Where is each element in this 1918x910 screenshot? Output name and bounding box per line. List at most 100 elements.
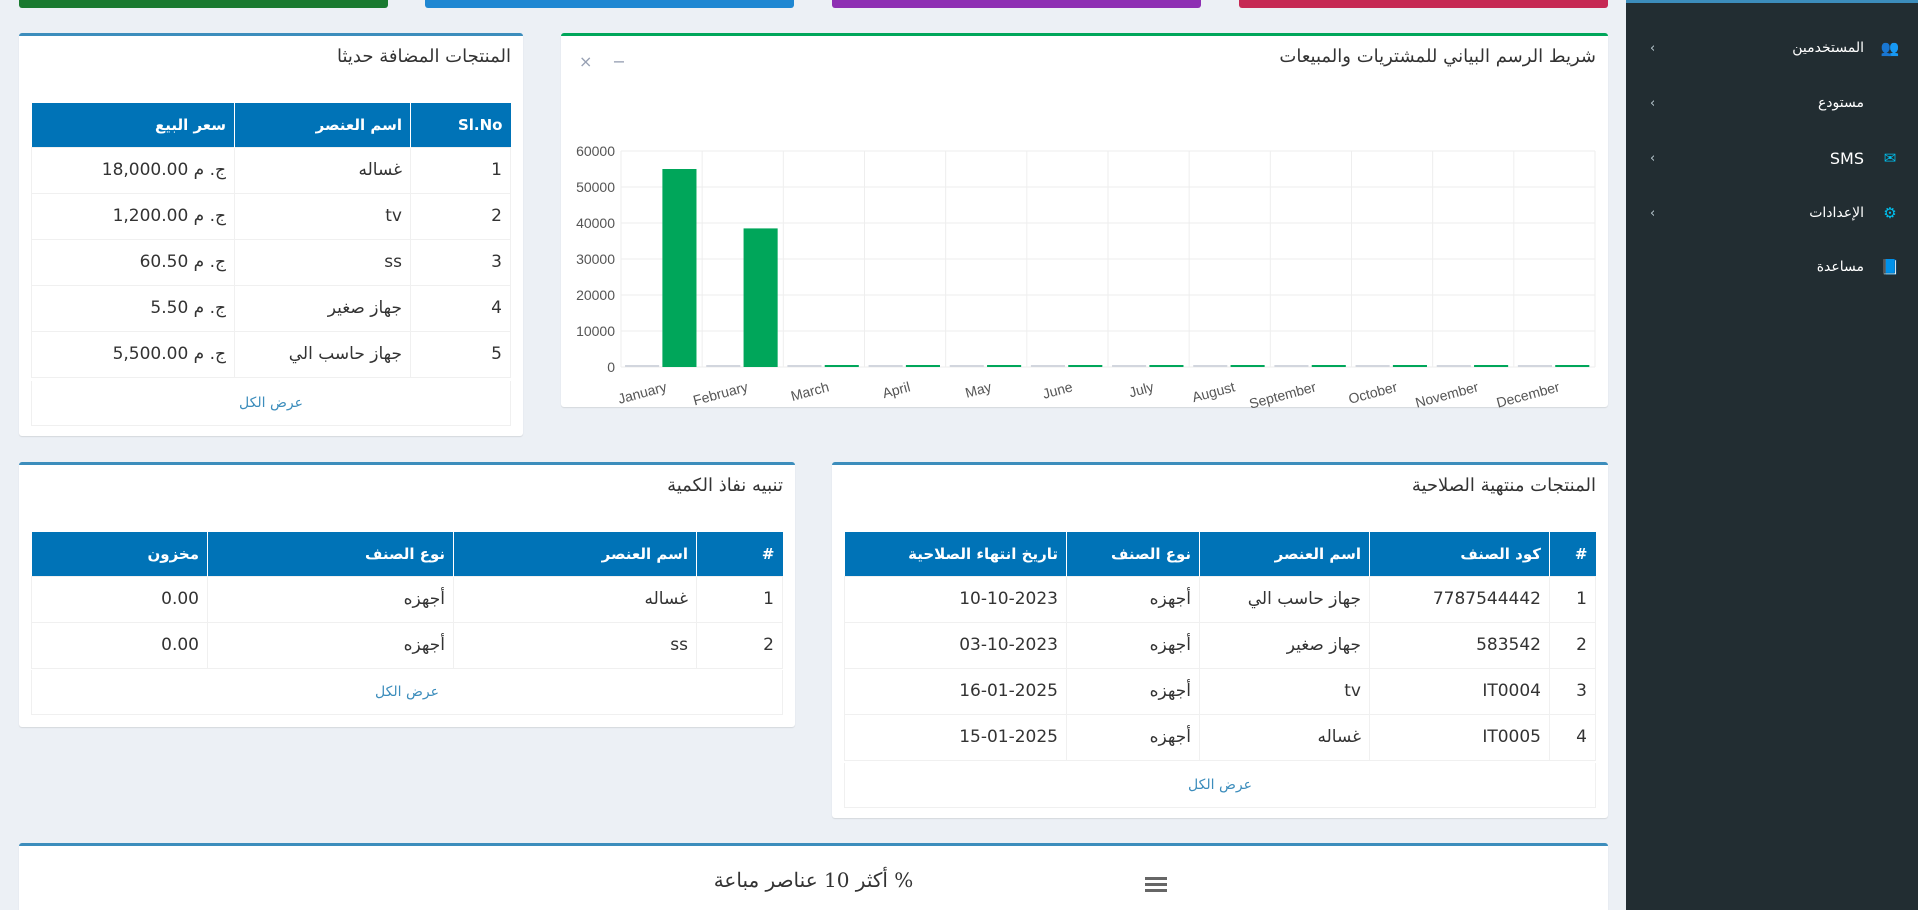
sidebar: 👥 المستخدمين ‹ مستودع ‹ ✉ SMS ‹ ⚙ الإعدا… — [1626, 0, 1918, 910]
table-cell: أجهزه — [1066, 621, 1200, 669]
table-cell: 2 — [1549, 621, 1596, 669]
table-row: 2 583542 جهاز صغير أجهزه 03-10-2023 — [844, 621, 1596, 669]
recent-products-table: Sl.No اسم العنصر سعر البيع 1 غساله ج. م 18… — [31, 103, 511, 378]
bar-november-series-1 — [1474, 365, 1509, 367]
table-row: 3 ss ج. م 60.50 — [31, 238, 511, 286]
table-cell: جهاز صغير — [234, 284, 411, 332]
chart-box-title: شريط الرسم البياني للمشتريات والمبيعات — [1279, 46, 1596, 67]
sidebar-item-settings[interactable]: ⚙ الإعدادات ‹ — [1650, 191, 1900, 235]
view-all-label[interactable]: عرض الكل — [1188, 777, 1252, 793]
table-cell: 1 — [410, 146, 511, 194]
table-cell: 4 — [410, 284, 511, 332]
table-cell: جهاز صغير — [1199, 621, 1370, 669]
table-cell: 16-01-2025 — [844, 667, 1067, 715]
bar-january-series-0 — [625, 365, 660, 367]
stock-alert-box: تنبيه نفاذ الكمية # اسم العنصر نوع الصنف… — [19, 462, 795, 727]
users-icon: 👥 — [1880, 39, 1900, 57]
chevron-left-icon: ‹ — [1650, 205, 1656, 221]
stock-alert-title: تنبيه نفاذ الكمية — [667, 475, 783, 496]
top-items-box: % أكثر 10 عناصر مباعة — [19, 843, 1608, 910]
bar-may-series-1 — [987, 365, 1022, 367]
y-tick-label: 0 — [607, 359, 615, 375]
col-header: اسم العنصر — [453, 532, 697, 576]
stat-bar-red — [1239, 0, 1608, 8]
table-cell: ج. م 60.50 — [31, 238, 235, 286]
x-tick-label: April — [881, 378, 912, 401]
sidebar-item-sms[interactable]: ✉ SMS ‹ — [1650, 136, 1900, 180]
table-cell: 0.00 — [31, 621, 208, 669]
col-header: اسم العنصر — [1199, 532, 1370, 576]
table-row: 1 غساله أجهزه 0.00 — [31, 575, 783, 623]
col-header: تاريخ انتهاء الصلاحية — [844, 532, 1067, 576]
bar-september-series-0 — [1274, 365, 1309, 367]
view-all-label[interactable]: عرض الكل — [239, 395, 303, 411]
col-header: نوع الصنف — [1066, 532, 1200, 576]
table-row: 2 ss أجهزه 0.00 — [31, 621, 783, 669]
table-cell: 583542 — [1369, 621, 1550, 669]
table-cell: أجهزه — [207, 575, 454, 623]
x-tick-label: November — [1413, 378, 1480, 410]
stock-view-all-link[interactable]: عرض الكل — [31, 670, 783, 715]
bar-september-series-1 — [1311, 365, 1346, 367]
table-header-row: Sl.No اسم العنصر سعر البيع — [31, 103, 511, 147]
sidebar-item-label: المستخدمين — [1792, 40, 1864, 56]
bar-february-series-0 — [706, 365, 741, 367]
col-header: سعر البيع — [31, 103, 235, 147]
x-tick-label: May — [963, 378, 993, 400]
expired-products-title: المنتجات منتهية الصلاحية — [1411, 475, 1596, 496]
bar-october-series-0 — [1355, 365, 1390, 367]
bar-march-series-1 — [824, 365, 859, 367]
stock-alert-table: # اسم العنصر نوع الصنف مخزون 1 غساله أجهزه… — [31, 532, 783, 669]
bar-july-series-0 — [1112, 365, 1147, 367]
table-cell: 4 — [1549, 713, 1596, 761]
chart-menu-icon[interactable] — [1145, 877, 1167, 895]
minimize-icon[interactable]: − — [612, 52, 626, 71]
col-header: كود الصنف — [1369, 532, 1550, 576]
book-icon: 📘 — [1880, 258, 1900, 276]
y-tick-label: 40000 — [576, 215, 615, 231]
bar-july-series-1 — [1149, 365, 1184, 367]
expired-view-all-link[interactable]: عرض الكل — [844, 763, 1596, 808]
x-tick-label: August — [1190, 378, 1236, 405]
box-tools: × − — [579, 52, 626, 71]
x-tick-label: December — [1495, 378, 1562, 410]
table-cell: 15-01-2025 — [844, 713, 1067, 761]
bar-january-series-1 — [662, 169, 697, 367]
bar-october-series-1 — [1392, 365, 1427, 367]
expired-products-table: # كود الصنف اسم العنصر نوع الصنف تاريخ ا… — [844, 532, 1596, 761]
recent-view-all-link[interactable]: عرض الكل — [31, 381, 511, 426]
bar-november-series-0 — [1436, 365, 1471, 367]
table-cell: 2 — [696, 621, 783, 669]
stat-bar-blue — [425, 0, 794, 8]
x-tick-label: June — [1041, 378, 1075, 401]
col-header: مخزون — [31, 532, 208, 576]
table-cell: 3 — [410, 238, 511, 286]
table-cell: ج. م 5.50 — [31, 284, 235, 332]
x-tick-label: January — [616, 378, 668, 406]
bar-june-series-0 — [1030, 365, 1065, 367]
table-cell: tv — [234, 192, 411, 240]
bar-june-series-1 — [1068, 365, 1103, 367]
col-header: Sl.No — [410, 103, 511, 147]
table-row: 4 IT0005 غساله أجهزه 15-01-2025 — [844, 713, 1596, 761]
table-cell: 0.00 — [31, 575, 208, 623]
sidebar-item-warehouse[interactable]: مستودع ‹ — [1650, 81, 1900, 125]
x-tick-label: October — [1347, 378, 1400, 406]
cogs-icon: ⚙ — [1883, 204, 1897, 222]
sidebar-item-help[interactable]: 📘 مساعدة — [1650, 245, 1900, 289]
table-row: 2 tv ج. م 1,200.00 — [31, 192, 511, 240]
col-header: # — [1549, 532, 1596, 576]
view-all-label[interactable]: عرض الكل — [375, 684, 439, 700]
table-cell: غساله — [234, 146, 411, 194]
bar-february-series-1 — [743, 228, 778, 367]
sidebar-item-users[interactable]: 👥 المستخدمين ‹ — [1650, 26, 1900, 70]
x-tick-label: February — [691, 378, 749, 408]
y-tick-label: 10000 — [576, 323, 615, 339]
top-items-title: % أكثر 10 عناصر مباعة — [713, 868, 914, 892]
table-cell: IT0004 — [1369, 667, 1550, 715]
table-cell: 2 — [410, 192, 511, 240]
close-icon[interactable]: × — [579, 52, 593, 71]
recent-products-title: المنتجات المضافة حديثا — [337, 46, 511, 67]
chart-box: شريط الرسم البياني للمشتريات والمبيعات ×… — [561, 33, 1608, 410]
